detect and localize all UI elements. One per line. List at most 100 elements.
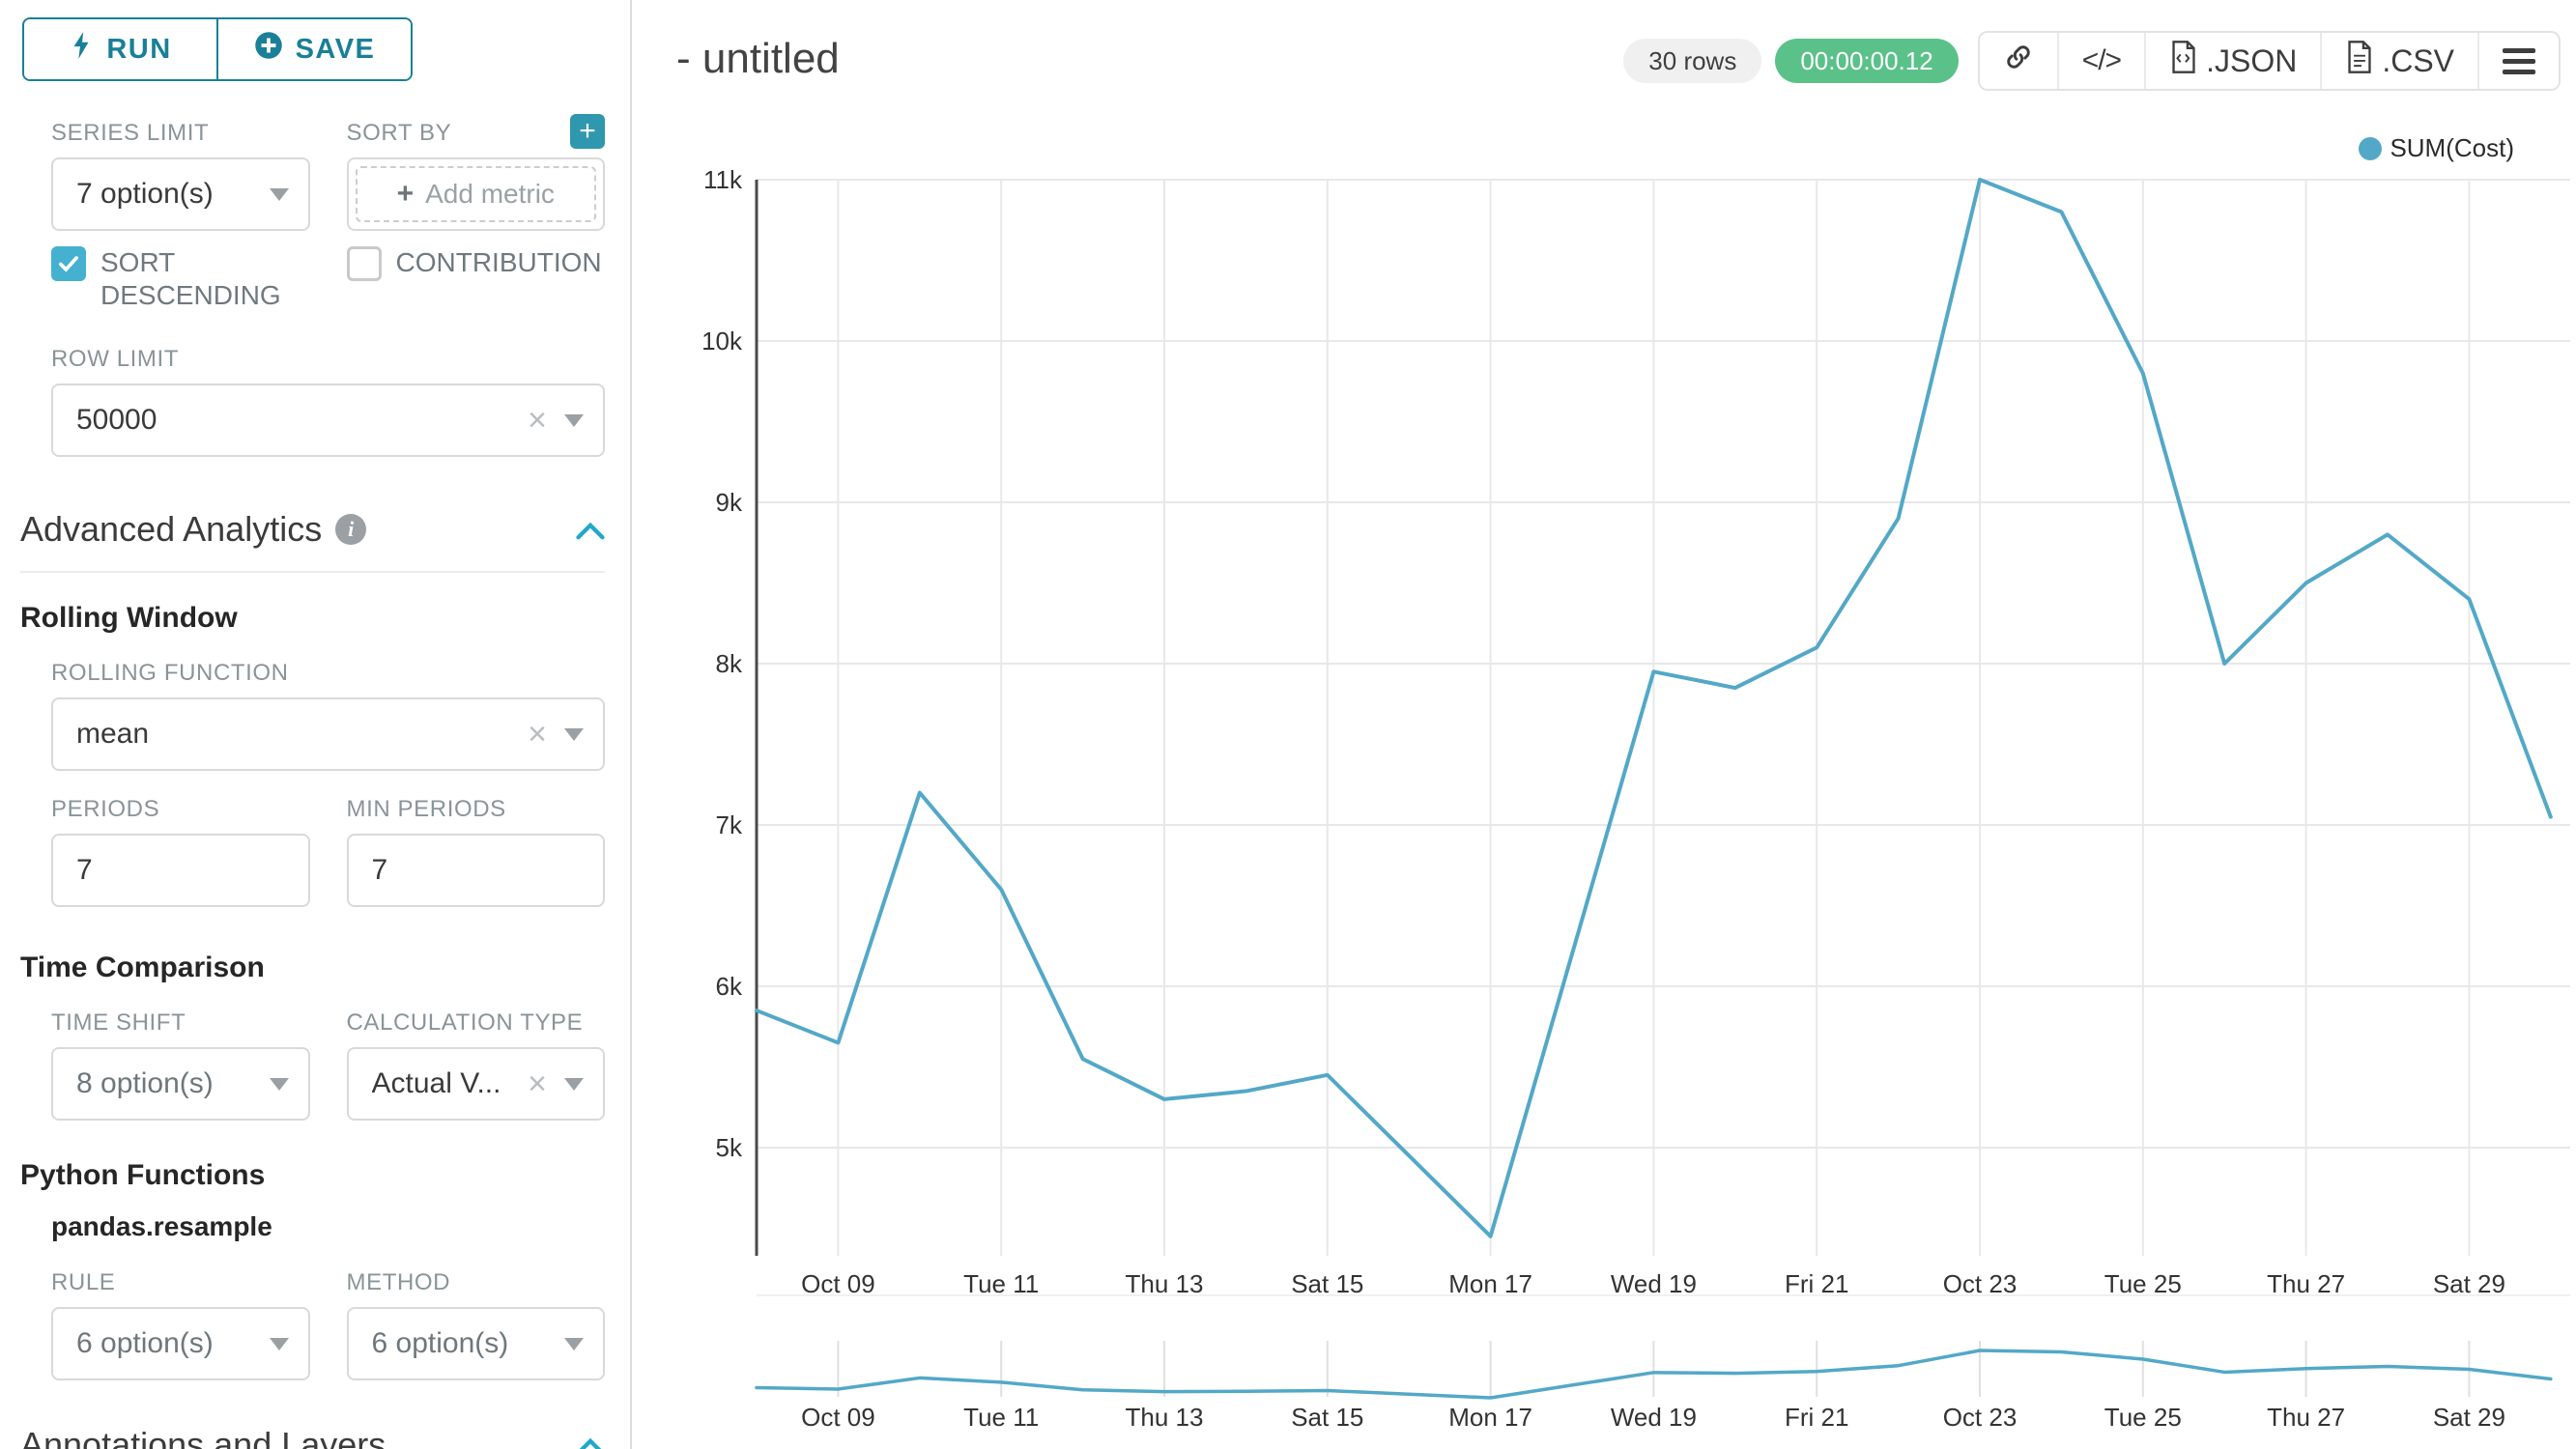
row-count-badge: 30 rows <box>1623 39 1762 83</box>
svg-text:Thu 27: Thu 27 <box>2267 1403 2345 1432</box>
series-limit-control: SERIES LIMIT 7 option(s) <box>51 120 310 231</box>
svg-text:5k: 5k <box>716 1133 743 1162</box>
svg-text:Sat 15: Sat 15 <box>1291 1403 1363 1432</box>
svg-text:Tue 11: Tue 11 <box>963 1403 1039 1432</box>
svg-text:Thu 13: Thu 13 <box>1126 1269 1204 1298</box>
svg-text:Oct 09: Oct 09 <box>801 1269 875 1298</box>
export-csv-label: .CSV <box>2382 43 2454 78</box>
csv-file-icon <box>2345 41 2374 81</box>
save-button-label: SAVE <box>295 33 376 65</box>
chart-header-actions: 30 rows 00:00:00.12 </> <box>1623 31 2561 91</box>
annotations-header[interactable]: Annotations and Layers <box>20 1425 605 1449</box>
svg-text:6k: 6k <box>716 972 743 1001</box>
svg-text:Mon 17: Mon 17 <box>1448 1269 1532 1298</box>
menu-button[interactable] <box>2477 33 2559 89</box>
method-select[interactable]: 6 option(s) <box>346 1307 605 1381</box>
method-label: METHOD <box>346 1269 451 1296</box>
rolling-window-title: Rolling Window <box>20 602 238 635</box>
sort-descending-label: SORT DESCENDING <box>100 247 281 310</box>
svg-text:Tue 25: Tue 25 <box>2104 1403 2182 1432</box>
rule-select[interactable]: 6 option(s) <box>51 1307 310 1381</box>
svg-text:Sat 15: Sat 15 <box>1291 1269 1363 1298</box>
sort-descending-checkbox[interactable]: SORT DESCENDING <box>51 246 310 311</box>
row-limit-select[interactable]: 50000 × <box>51 384 605 458</box>
time-shift-label: TIME SHIFT <box>51 1009 186 1037</box>
svg-text:9k: 9k <box>716 488 743 517</box>
hamburger-icon <box>2503 47 2535 74</box>
svg-text:Tue 25: Tue 25 <box>2104 1269 2182 1298</box>
svg-text:Sat 29: Sat 29 <box>2433 1269 2505 1298</box>
time-shift-control: TIME SHIFT 8 option(s) <box>51 1009 310 1122</box>
json-file-icon <box>2169 41 2198 81</box>
copy-link-button[interactable] <box>1979 33 2057 89</box>
python-function-name: pandas.resample <box>51 1211 272 1242</box>
legend-dot <box>2359 136 2383 160</box>
chevron-down-icon <box>564 1337 584 1350</box>
clear-icon[interactable]: × <box>528 402 547 440</box>
row-limit-label: ROW LIMIT <box>51 346 180 373</box>
query-actions: RUN SAVE <box>22 17 413 81</box>
info-icon: i <box>335 514 367 546</box>
divider <box>20 571 605 574</box>
legend-item-sum-cost[interactable]: SUM(Cost) <box>2359 133 2514 163</box>
export-json-button[interactable]: .JSON <box>2144 33 2321 89</box>
code-icon: </> <box>2081 44 2122 76</box>
svg-text:Thu 27: Thu 27 <box>2267 1269 2345 1298</box>
bolt-icon <box>69 31 94 68</box>
svg-text:Mon 17: Mon 17 <box>1448 1403 1532 1432</box>
checkbox-empty-icon <box>346 246 382 281</box>
chevron-down-icon <box>269 1337 289 1350</box>
chevron-up-icon[interactable] <box>576 1425 605 1449</box>
svg-text:Tue 11: Tue 11 <box>963 1269 1039 1298</box>
chevron-up-icon[interactable] <box>576 509 605 550</box>
rolling-function-label: ROLLING FUNCTION <box>51 660 289 687</box>
svg-text:Wed 19: Wed 19 <box>1611 1269 1697 1298</box>
svg-text:Wed 19: Wed 19 <box>1611 1403 1697 1432</box>
rolling-function-control: ROLLING FUNCTION mean × <box>51 660 605 772</box>
calculation-type-label: CALCULATION TYPE <box>346 1009 584 1037</box>
clear-icon[interactable]: × <box>528 1065 547 1103</box>
method-control: METHOD 6 option(s) <box>346 1269 605 1381</box>
svg-text:Oct 23: Oct 23 <box>1943 1269 2018 1298</box>
embed-code-button[interactable]: </> <box>2056 33 2145 89</box>
run-button[interactable]: RUN <box>24 19 216 79</box>
sort-by-control: SORT BY + + Add metric <box>346 114 605 231</box>
contribution-checkbox[interactable]: CONTRIBUTION <box>346 246 606 311</box>
export-csv-button[interactable]: .CSV <box>2320 33 2477 89</box>
chevron-down-icon <box>564 1077 584 1091</box>
advanced-analytics-title: Advanced Analytics <box>20 509 323 550</box>
add-sort-metric-button[interactable]: + <box>570 114 605 149</box>
clear-icon[interactable]: × <box>528 716 547 753</box>
add-metric-placeholder: Add metric <box>425 179 555 209</box>
export-button-group: </> .JSON .CSV <box>1977 31 2561 91</box>
min-periods-label: MIN PERIODS <box>346 796 506 823</box>
periods-label: PERIODS <box>51 796 160 823</box>
plus-icon: + <box>396 178 415 210</box>
chevron-down-icon <box>269 1077 289 1091</box>
control-panel: RUN SAVE SERIES LIMIT 7 option(s) SORT B… <box>0 0 632 1449</box>
sort-by-dropzone[interactable]: + Add metric <box>346 157 605 231</box>
chevron-down-icon <box>269 187 289 201</box>
time-shift-select[interactable]: 8 option(s) <box>51 1047 310 1122</box>
checkbox-checked-icon <box>51 246 86 281</box>
plus-circle-icon <box>254 31 283 68</box>
min-periods-input[interactable]: 7 <box>346 834 605 908</box>
advanced-analytics-header[interactable]: Advanced Analytics i <box>20 509 605 550</box>
calculation-type-select[interactable]: Actual V... × <box>346 1047 605 1122</box>
periods-input[interactable]: 7 <box>51 834 310 908</box>
python-functions-title: Python Functions <box>20 1159 266 1192</box>
save-button[interactable]: SAVE <box>216 19 411 79</box>
svg-text:Fri 21: Fri 21 <box>1785 1269 1848 1298</box>
min-periods-control: MIN PERIODS 7 <box>346 796 605 908</box>
sort-by-label: SORT BY <box>346 120 452 146</box>
series-limit-label: SERIES LIMIT <box>51 120 210 146</box>
export-json-label: .JSON <box>2206 43 2298 78</box>
svg-text:Oct 09: Oct 09 <box>801 1403 875 1432</box>
rolling-function-select[interactable]: mean × <box>51 697 605 772</box>
chart-title[interactable]: - untitled <box>676 35 840 82</box>
link-icon <box>2003 42 2034 80</box>
contribution-label: CONTRIBUTION <box>395 247 602 277</box>
chevron-down-icon <box>564 727 584 741</box>
series-limit-select[interactable]: 7 option(s) <box>51 157 310 231</box>
svg-text:Thu 13: Thu 13 <box>1126 1403 1204 1432</box>
